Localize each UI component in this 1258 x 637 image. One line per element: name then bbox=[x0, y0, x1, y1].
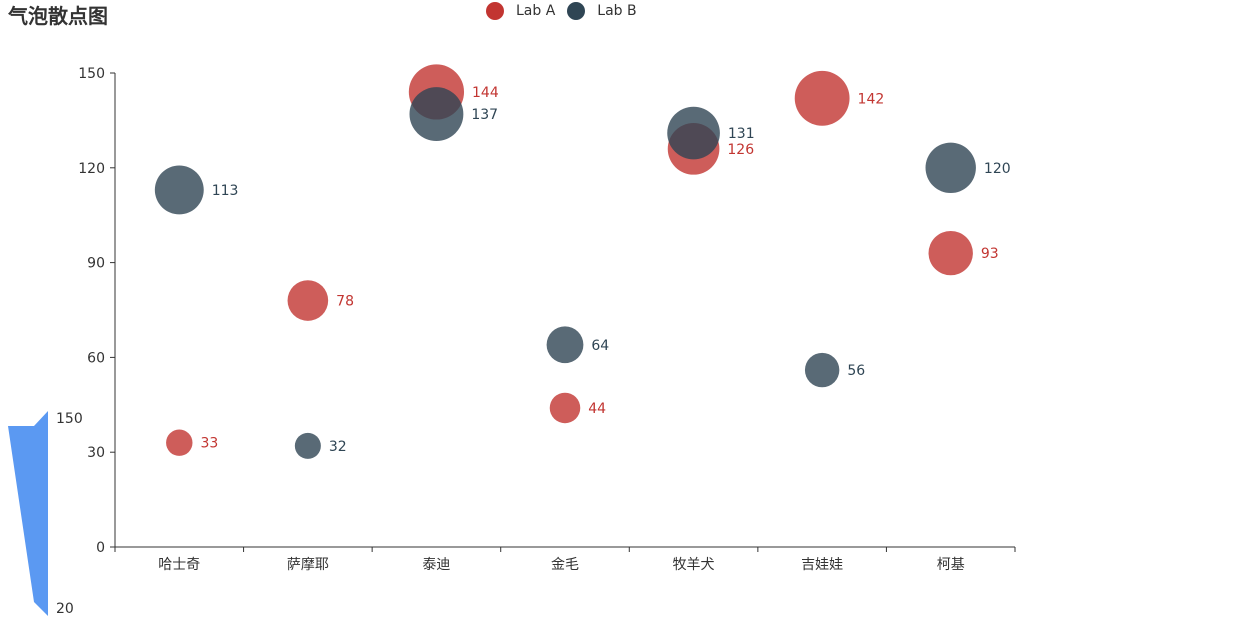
legend: Lab A Lab B bbox=[486, 2, 649, 20]
data-label: 44 bbox=[588, 401, 606, 417]
legend-label-lab-a: Lab A bbox=[516, 3, 556, 19]
bubble-lab-a bbox=[549, 392, 581, 424]
y-tick-label: 150 bbox=[78, 66, 105, 82]
legend-swatch-lab-a bbox=[486, 2, 504, 20]
legend-item-lab-b[interactable]: Lab B bbox=[567, 2, 637, 20]
legend-label-lab-b: Lab B bbox=[597, 3, 637, 19]
x-tick-label: 萨摩耶 bbox=[287, 556, 329, 573]
bubble-lab-b bbox=[925, 142, 976, 193]
chart-title: 气泡散点图 bbox=[8, 4, 108, 28]
data-label: 64 bbox=[591, 338, 609, 354]
bubble-lab-a bbox=[928, 230, 973, 276]
bubble-lab-b bbox=[294, 432, 321, 459]
bubble-lab-b bbox=[804, 352, 840, 388]
bubble-lab-b bbox=[667, 106, 720, 160]
data-label: 120 bbox=[984, 161, 1011, 177]
data-label: 137 bbox=[471, 107, 498, 123]
x-tick-label: 泰迪 bbox=[422, 557, 450, 573]
data-label: 144 bbox=[472, 85, 499, 101]
y-tick-label: 60 bbox=[87, 350, 105, 366]
data-label: 33 bbox=[200, 436, 218, 452]
bubble-lab-a bbox=[794, 70, 850, 126]
bubble-lab-a bbox=[287, 280, 329, 321]
data-label: 78 bbox=[336, 294, 354, 310]
y-tick-label: 0 bbox=[96, 540, 105, 556]
bubble-lab-b bbox=[154, 165, 204, 215]
x-tick-label: 吉娃娃 bbox=[801, 557, 843, 573]
data-label: 126 bbox=[727, 142, 754, 158]
visual-map-min-label: 20 bbox=[56, 601, 74, 617]
data-label: 142 bbox=[858, 91, 885, 107]
x-tick-label: 柯基 bbox=[937, 556, 965, 573]
legend-swatch-lab-b bbox=[567, 2, 586, 20]
x-tick-label: 金毛 bbox=[551, 557, 579, 573]
bubble-lab-a bbox=[166, 429, 193, 456]
y-tick-label: 90 bbox=[87, 256, 105, 272]
data-label: 113 bbox=[212, 183, 239, 199]
x-tick-label: 哈士奇 bbox=[158, 556, 200, 573]
visual-map-max-label: 150 bbox=[56, 411, 83, 427]
bubble-lab-b bbox=[546, 326, 584, 364]
bubble-lab-b bbox=[409, 87, 464, 142]
y-tick-label: 120 bbox=[78, 161, 105, 177]
visual-map-bar bbox=[8, 411, 48, 616]
x-tick-label: 牧羊犬 bbox=[673, 557, 715, 573]
data-label: 93 bbox=[981, 246, 999, 262]
data-label: 32 bbox=[329, 439, 347, 455]
y-tick-label: 30 bbox=[87, 445, 105, 461]
data-label: 131 bbox=[728, 126, 755, 142]
data-label: 56 bbox=[847, 363, 865, 379]
legend-item-lab-a[interactable]: Lab A bbox=[486, 2, 555, 20]
